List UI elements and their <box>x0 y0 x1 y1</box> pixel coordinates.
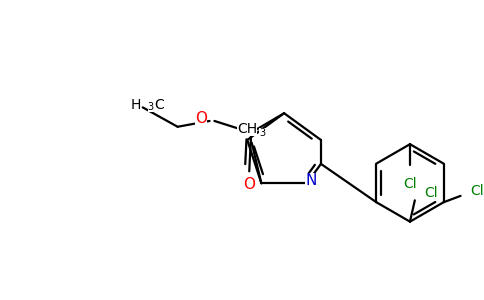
Text: O: O <box>195 110 207 125</box>
Text: N: N <box>305 173 317 188</box>
Text: 3: 3 <box>148 102 154 112</box>
Text: O: O <box>243 177 255 192</box>
Text: CH: CH <box>237 122 257 136</box>
Text: H: H <box>131 98 141 112</box>
Text: 3: 3 <box>259 128 266 138</box>
Text: Cl: Cl <box>403 177 417 191</box>
Text: Cl: Cl <box>424 186 438 200</box>
Text: C: C <box>154 98 164 112</box>
Text: Cl: Cl <box>470 184 484 198</box>
